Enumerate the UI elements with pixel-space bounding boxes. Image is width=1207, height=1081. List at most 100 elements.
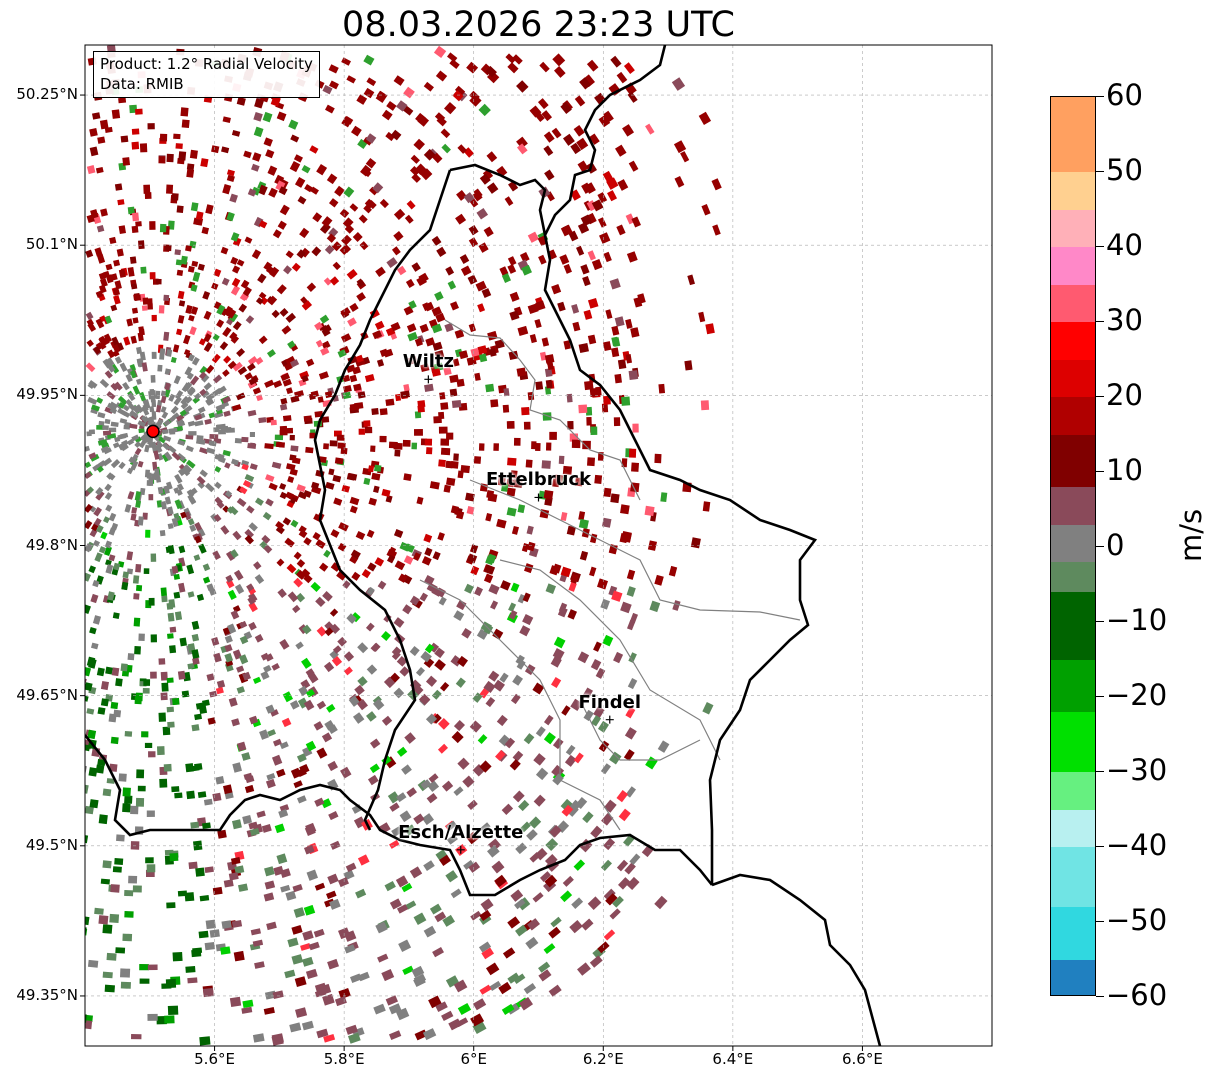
radar-echo <box>453 786 464 797</box>
radar-echo <box>148 494 154 501</box>
radar-echo <box>104 483 112 492</box>
radar-echo <box>374 320 385 331</box>
radar-echo <box>161 682 169 692</box>
radar-echo <box>98 420 105 426</box>
radar-echo <box>85 572 91 582</box>
radar-echo <box>326 233 337 243</box>
radar-echo <box>631 216 641 228</box>
radar-echo <box>609 751 622 765</box>
radar-echo <box>507 916 521 929</box>
radar-echo <box>437 532 445 541</box>
radar-echo <box>130 513 137 521</box>
radar-echo <box>579 550 589 561</box>
radar-echo <box>124 504 132 513</box>
radar-echo <box>340 307 351 317</box>
radar-echo <box>290 445 299 452</box>
radar-echo <box>160 501 167 510</box>
radar-echo <box>231 718 240 727</box>
radar-echo <box>243 150 252 159</box>
radar-echo <box>130 841 140 850</box>
radar-echo <box>153 450 160 460</box>
radar-echo <box>396 904 409 914</box>
radar-echo <box>130 460 139 471</box>
radar-echo <box>98 284 107 294</box>
radar-echo <box>329 276 340 286</box>
radar-echo <box>470 565 480 576</box>
radar-echo <box>164 451 173 461</box>
radar-echo <box>323 1033 336 1043</box>
radar-echo <box>147 1013 158 1021</box>
radar-echo <box>474 372 481 381</box>
radar-echo <box>525 459 533 468</box>
radar-echo <box>602 170 614 183</box>
radar-echo <box>184 892 195 902</box>
radar-echo <box>132 575 140 584</box>
radar-echo <box>285 355 296 365</box>
radar-echo <box>126 318 134 327</box>
radar-echo <box>534 319 542 329</box>
radar-echo <box>161 595 168 603</box>
colorbar-tick <box>1096 171 1104 172</box>
radar-echo <box>314 882 326 891</box>
radar-echo <box>131 1034 142 1040</box>
city-marker <box>424 375 433 384</box>
radar-echo <box>544 354 555 364</box>
radar-echo <box>568 581 577 592</box>
radar-echo <box>543 131 555 143</box>
radar-echo <box>123 424 131 430</box>
radar-echo <box>253 126 264 138</box>
radar-echo <box>602 517 612 528</box>
radar-echo <box>177 439 186 446</box>
radar-echo <box>109 407 118 415</box>
radar-echo <box>299 227 310 239</box>
radar-echo <box>573 124 585 137</box>
radar-echo <box>453 453 459 461</box>
radar-echo <box>109 913 120 924</box>
radar-echo <box>98 341 107 350</box>
radar-echo <box>384 880 396 892</box>
radar-echo <box>552 563 562 574</box>
radar-echo <box>329 80 339 90</box>
radar-echo <box>224 635 233 644</box>
canton-boundaries <box>419 319 801 831</box>
radar-echo <box>85 461 92 469</box>
radar-echo <box>622 124 635 137</box>
radar-echo <box>450 460 459 469</box>
radar-echo <box>449 59 460 69</box>
radar-echo <box>176 420 186 428</box>
radar-echo <box>432 152 443 164</box>
radar-echo <box>178 300 186 307</box>
radar-echo <box>164 368 171 375</box>
radar-echo <box>323 443 329 450</box>
radar-echo <box>199 447 209 455</box>
radar-echo <box>181 690 190 698</box>
radar-echo <box>416 496 424 505</box>
radar-echo <box>186 169 195 178</box>
radar-echo <box>85 744 91 752</box>
radar-echo <box>113 259 121 267</box>
radar-echo <box>558 455 565 465</box>
radar-echo <box>450 888 462 899</box>
radar-echo <box>376 359 385 367</box>
radar-echo <box>85 249 94 258</box>
radar-echo <box>365 622 375 632</box>
radar-echo <box>309 432 316 439</box>
radar-echo <box>105 564 114 575</box>
radar-echo <box>535 381 544 391</box>
radar-echo <box>523 733 535 745</box>
radar-echo <box>309 145 319 154</box>
radar-echo <box>162 429 169 435</box>
radar-echo <box>391 246 401 256</box>
radar-echo <box>349 403 360 411</box>
radar-echo <box>264 866 275 877</box>
radar-echo <box>590 426 598 435</box>
radar-echo <box>177 315 185 324</box>
radar-echo <box>573 859 586 871</box>
radar-echo <box>281 717 292 728</box>
radar-echo <box>457 144 467 154</box>
radar-echo <box>353 383 362 392</box>
radar-echo <box>477 303 486 313</box>
radar-echo <box>346 75 356 84</box>
radar-echo <box>350 612 361 623</box>
radar-echo <box>187 518 195 526</box>
